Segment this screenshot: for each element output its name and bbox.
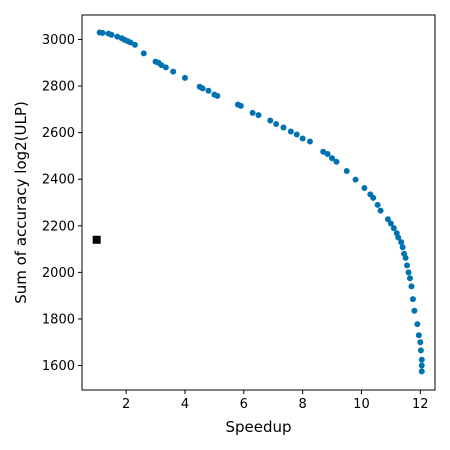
data-point [273,121,280,128]
data-point [343,168,350,175]
data-point [324,151,331,158]
data-point [390,225,397,232]
data-point [280,124,287,131]
data-point [306,138,313,145]
y-tick-label: 1800 [42,312,75,327]
data-point [162,64,169,71]
data-point [370,194,377,201]
x-tick-label: 10 [353,397,370,412]
y-tick-label: 2400 [42,173,75,188]
data-point [361,185,368,192]
data-point [384,216,391,223]
data-point [352,176,359,183]
y-axis-ticks: 1600 1800 2000 2200 2400 2600 2800 3000 [42,33,82,374]
data-point [170,68,177,75]
data-point [287,128,294,135]
data-point [418,362,425,369]
y-tick-label: 2600 [42,126,75,141]
data-point [387,220,394,227]
y-tick-label: 2800 [42,80,75,95]
data-point [409,296,416,303]
data-points [92,29,425,375]
x-axis-label: Speedup [225,418,291,436]
data-point [405,269,412,276]
data-point [402,254,409,261]
y-tick-label: 2000 [42,266,75,281]
data-point [320,148,327,155]
data-point [267,117,274,124]
x-tick-label: 4 [181,397,189,412]
data-point [214,92,221,99]
y-axis-label: Sum of accuracy log2(ULP) [12,101,30,304]
data-point [414,321,421,328]
data-point [408,283,415,290]
data-point [406,275,413,282]
plot-frame [81,14,436,391]
data-point [398,239,405,246]
y-tick-label: 1600 [42,359,75,374]
data-point [415,332,422,339]
y-tick-label: 2200 [42,219,75,234]
x-tick-label: 6 [240,397,248,412]
data-point [293,131,300,138]
data-point [181,74,188,81]
data-point [418,368,425,375]
data-point [418,356,425,363]
x-tick-label: 12 [412,397,429,412]
data-point [131,41,138,48]
data-point [199,85,206,92]
data-point [158,62,165,69]
data-point [108,31,115,38]
data-point [333,158,340,165]
data-point [249,109,256,116]
data-point [411,307,418,314]
x-tick-label: 2 [122,397,130,412]
x-axis-ticks: 2 4 6 8 10 12 [122,390,429,412]
y-tick-label: 3000 [42,33,75,48]
data-point [99,29,106,36]
data-point [417,339,424,346]
baseline-point [92,235,101,244]
data-point [237,102,244,109]
data-point [395,234,402,241]
data-point [374,201,381,208]
data-point [127,39,134,46]
data-point [399,244,406,251]
data-point [329,155,336,162]
data-point [377,207,384,214]
data-point [404,262,411,269]
x-tick-label: 8 [298,397,306,412]
data-point [299,135,306,142]
data-point [205,87,212,94]
data-point [417,347,424,354]
data-point [255,112,262,119]
data-point [140,50,147,57]
